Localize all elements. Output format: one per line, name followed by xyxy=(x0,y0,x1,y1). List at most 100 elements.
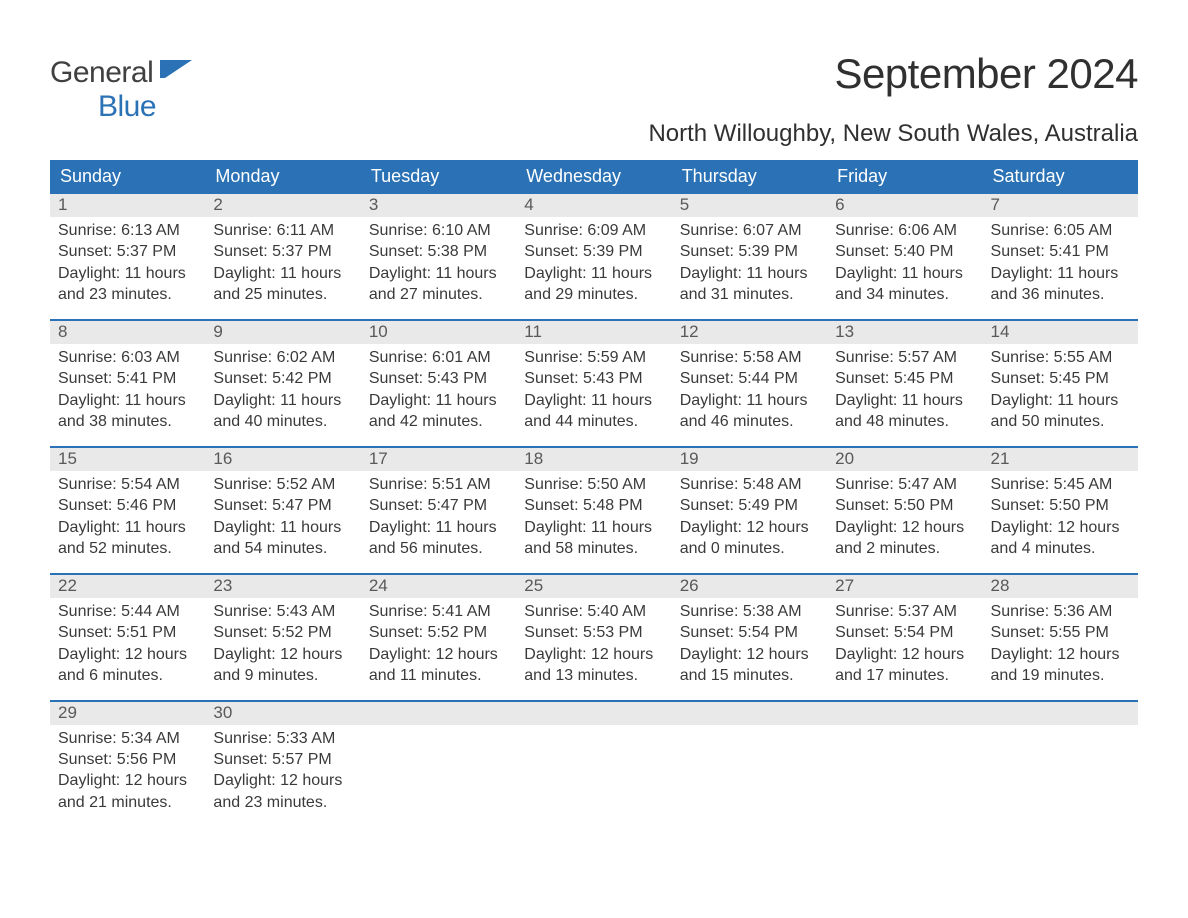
sunset-label: Sunset: 5:47 PM xyxy=(369,496,508,516)
daylight-label-line2: and 27 minutes. xyxy=(369,285,508,305)
calendar-day: 9Sunrise: 6:02 AMSunset: 5:42 PMDaylight… xyxy=(205,321,360,446)
day-details: Sunrise: 5:47 AMSunset: 5:50 PMDaylight:… xyxy=(827,471,982,573)
day-number: 5 xyxy=(672,194,827,217)
day-number: 19 xyxy=(672,448,827,471)
day-number: 29 xyxy=(50,702,205,725)
title-block: September 2024 North Willoughby, New Sou… xyxy=(648,50,1138,148)
daylight-label-line2: and 54 minutes. xyxy=(213,539,352,559)
sunrise-label: Sunrise: 5:54 AM xyxy=(58,475,197,495)
day-details: Sunrise: 5:44 AMSunset: 5:51 PMDaylight:… xyxy=(50,598,205,700)
day-details: Sunrise: 5:34 AMSunset: 5:56 PMDaylight:… xyxy=(50,725,205,827)
daylight-label-line1: Daylight: 11 hours xyxy=(524,391,663,411)
daylight-label-line1: Daylight: 11 hours xyxy=(524,264,663,284)
daylight-label-line1: Daylight: 11 hours xyxy=(835,264,974,284)
day-number: 17 xyxy=(361,448,516,471)
sunrise-label: Sunrise: 6:02 AM xyxy=(213,348,352,368)
day-number-empty xyxy=(983,702,1138,725)
calendar-day xyxy=(827,702,982,827)
day-number: 7 xyxy=(983,194,1138,217)
sunrise-label: Sunrise: 5:52 AM xyxy=(213,475,352,495)
sunrise-label: Sunrise: 5:41 AM xyxy=(369,602,508,622)
sunrise-label: Sunrise: 6:07 AM xyxy=(680,221,819,241)
calendar-day: 16Sunrise: 5:52 AMSunset: 5:47 PMDayligh… xyxy=(205,448,360,573)
day-details: Sunrise: 5:52 AMSunset: 5:47 PMDaylight:… xyxy=(205,471,360,573)
day-number: 16 xyxy=(205,448,360,471)
daylight-label-line2: and 6 minutes. xyxy=(58,666,197,686)
daylight-label-line2: and 52 minutes. xyxy=(58,539,197,559)
weekday-header: Sunday xyxy=(50,160,205,194)
day-details: Sunrise: 6:05 AMSunset: 5:41 PMDaylight:… xyxy=(983,217,1138,319)
daylight-label-line2: and 15 minutes. xyxy=(680,666,819,686)
sunset-label: Sunset: 5:49 PM xyxy=(680,496,819,516)
sunset-label: Sunset: 5:39 PM xyxy=(524,242,663,262)
calendar-week: 1Sunrise: 6:13 AMSunset: 5:37 PMDaylight… xyxy=(50,194,1138,319)
day-details: Sunrise: 6:06 AMSunset: 5:40 PMDaylight:… xyxy=(827,217,982,319)
calendar-grid: Sunday Monday Tuesday Wednesday Thursday… xyxy=(50,160,1138,826)
weekday-header: Wednesday xyxy=(516,160,671,194)
daylight-label-line1: Daylight: 12 hours xyxy=(213,645,352,665)
day-details: Sunrise: 5:37 AMSunset: 5:54 PMDaylight:… xyxy=(827,598,982,700)
daylight-label-line2: and 44 minutes. xyxy=(524,412,663,432)
daylight-label-line2: and 19 minutes. xyxy=(991,666,1130,686)
day-number: 8 xyxy=(50,321,205,344)
daylight-label-line2: and 0 minutes. xyxy=(680,539,819,559)
day-details: Sunrise: 6:02 AMSunset: 5:42 PMDaylight:… xyxy=(205,344,360,446)
daylight-label-line2: and 56 minutes. xyxy=(369,539,508,559)
sunrise-label: Sunrise: 5:58 AM xyxy=(680,348,819,368)
sunset-label: Sunset: 5:56 PM xyxy=(58,750,197,770)
day-number: 23 xyxy=(205,575,360,598)
sunset-label: Sunset: 5:54 PM xyxy=(680,623,819,643)
daylight-label-line2: and 34 minutes. xyxy=(835,285,974,305)
day-number: 4 xyxy=(516,194,671,217)
sunset-label: Sunset: 5:46 PM xyxy=(58,496,197,516)
day-details: Sunrise: 5:51 AMSunset: 5:47 PMDaylight:… xyxy=(361,471,516,573)
day-details: Sunrise: 6:10 AMSunset: 5:38 PMDaylight:… xyxy=(361,217,516,319)
sunset-label: Sunset: 5:57 PM xyxy=(213,750,352,770)
daylight-label-line2: and 40 minutes. xyxy=(213,412,352,432)
sunrise-label: Sunrise: 5:47 AM xyxy=(835,475,974,495)
daylight-label-line1: Daylight: 11 hours xyxy=(58,518,197,538)
sunrise-label: Sunrise: 5:37 AM xyxy=(835,602,974,622)
daylight-label-line1: Daylight: 11 hours xyxy=(524,518,663,538)
location-label: North Willoughby, New South Wales, Austr… xyxy=(648,120,1138,148)
daylight-label-line1: Daylight: 12 hours xyxy=(991,518,1130,538)
calendar-day: 21Sunrise: 5:45 AMSunset: 5:50 PMDayligh… xyxy=(983,448,1138,573)
sunset-label: Sunset: 5:51 PM xyxy=(58,623,197,643)
daylight-label-line2: and 25 minutes. xyxy=(213,285,352,305)
day-number-empty xyxy=(516,702,671,725)
day-number: 25 xyxy=(516,575,671,598)
daylight-label-line2: and 4 minutes. xyxy=(991,539,1130,559)
calendar-week: 22Sunrise: 5:44 AMSunset: 5:51 PMDayligh… xyxy=(50,573,1138,700)
calendar-day: 25Sunrise: 5:40 AMSunset: 5:53 PMDayligh… xyxy=(516,575,671,700)
calendar-day: 3Sunrise: 6:10 AMSunset: 5:38 PMDaylight… xyxy=(361,194,516,319)
calendar-day: 24Sunrise: 5:41 AMSunset: 5:52 PMDayligh… xyxy=(361,575,516,700)
day-number: 12 xyxy=(672,321,827,344)
sunrise-label: Sunrise: 5:59 AM xyxy=(524,348,663,368)
sunset-label: Sunset: 5:53 PM xyxy=(524,623,663,643)
day-number: 13 xyxy=(827,321,982,344)
daylight-label-line2: and 50 minutes. xyxy=(991,412,1130,432)
flag-icon xyxy=(160,60,192,87)
calendar-day xyxy=(672,702,827,827)
daylight-label-line1: Daylight: 11 hours xyxy=(58,391,197,411)
logo-line2: Blue xyxy=(98,90,156,123)
sunrise-label: Sunrise: 5:45 AM xyxy=(991,475,1130,495)
daylight-label-line1: Daylight: 11 hours xyxy=(680,391,819,411)
calendar-day: 7Sunrise: 6:05 AMSunset: 5:41 PMDaylight… xyxy=(983,194,1138,319)
sunrise-label: Sunrise: 6:09 AM xyxy=(524,221,663,241)
daylight-label-line2: and 46 minutes. xyxy=(680,412,819,432)
day-number: 3 xyxy=(361,194,516,217)
daylight-label-line1: Daylight: 12 hours xyxy=(835,518,974,538)
day-details: Sunrise: 6:01 AMSunset: 5:43 PMDaylight:… xyxy=(361,344,516,446)
calendar-day: 30Sunrise: 5:33 AMSunset: 5:57 PMDayligh… xyxy=(205,702,360,827)
sunrise-label: Sunrise: 6:05 AM xyxy=(991,221,1130,241)
daylight-label-line1: Daylight: 12 hours xyxy=(991,645,1130,665)
day-details: Sunrise: 5:36 AMSunset: 5:55 PMDaylight:… xyxy=(983,598,1138,700)
day-number: 14 xyxy=(983,321,1138,344)
daylight-label-line1: Daylight: 12 hours xyxy=(524,645,663,665)
day-details: Sunrise: 6:09 AMSunset: 5:39 PMDaylight:… xyxy=(516,217,671,319)
daylight-label-line1: Daylight: 11 hours xyxy=(369,391,508,411)
day-number: 2 xyxy=(205,194,360,217)
sunset-label: Sunset: 5:55 PM xyxy=(991,623,1130,643)
daylight-label-line2: and 48 minutes. xyxy=(835,412,974,432)
